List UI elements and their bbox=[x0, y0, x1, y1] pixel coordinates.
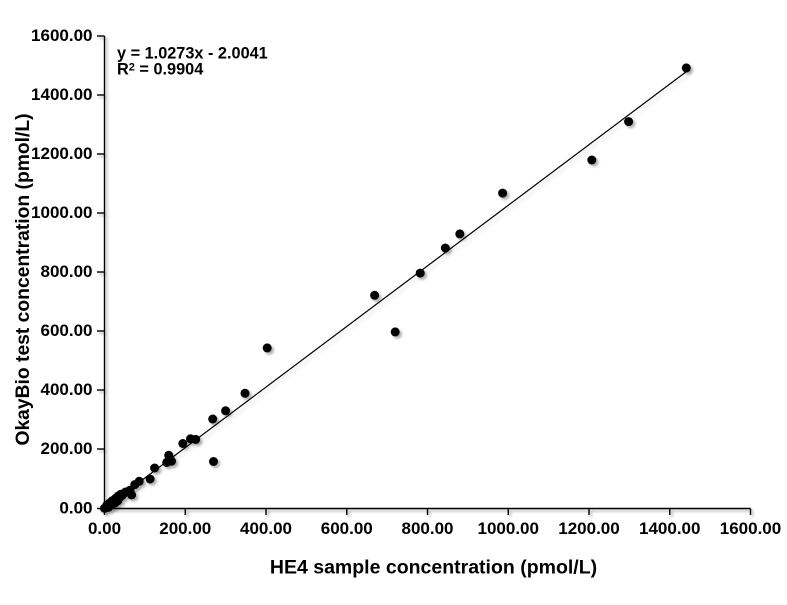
svg-text:1200.00: 1200.00 bbox=[558, 519, 619, 538]
svg-text:y = 1.0273x - 2.0041: y = 1.0273x - 2.0041 bbox=[117, 45, 268, 63]
svg-text:1000.00: 1000.00 bbox=[31, 203, 92, 222]
svg-text:200.00: 200.00 bbox=[159, 519, 211, 538]
svg-text:HE4 sample concentration (pmol: HE4 sample concentration (pmol/L) bbox=[270, 557, 597, 579]
svg-text:R2 = 0.9904: R2 = 0.9904 bbox=[117, 61, 203, 79]
svg-text:1400.00: 1400.00 bbox=[31, 85, 92, 104]
svg-text:1400.00: 1400.00 bbox=[639, 519, 700, 538]
svg-text:800.00: 800.00 bbox=[41, 262, 93, 281]
svg-text:0.00: 0.00 bbox=[59, 498, 92, 517]
svg-text:1200.00: 1200.00 bbox=[31, 144, 92, 163]
svg-text:1600.00: 1600.00 bbox=[720, 519, 781, 538]
svg-text:0.00: 0.00 bbox=[88, 519, 121, 538]
svg-text:1600.00: 1600.00 bbox=[31, 26, 92, 45]
svg-text:200.00: 200.00 bbox=[41, 439, 93, 458]
svg-text:600.00: 600.00 bbox=[41, 321, 93, 340]
svg-text:400.00: 400.00 bbox=[240, 519, 292, 538]
svg-text:400.00: 400.00 bbox=[41, 380, 93, 399]
svg-text:800.00: 800.00 bbox=[402, 519, 454, 538]
svg-text:OkayBio test concentration (pm: OkayBio test concentration (pmol/L) bbox=[13, 113, 34, 445]
svg-text:1000.00: 1000.00 bbox=[478, 519, 539, 538]
svg-text:600.00: 600.00 bbox=[321, 519, 373, 538]
